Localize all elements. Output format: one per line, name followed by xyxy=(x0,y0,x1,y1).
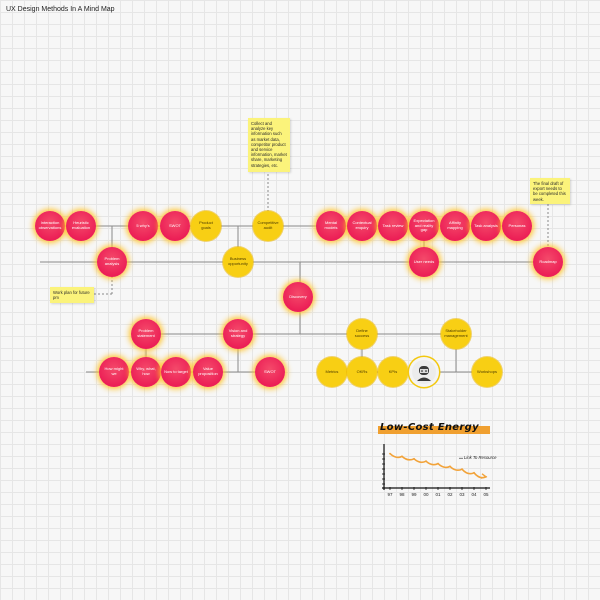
node-value-proposition[interactable]: Value proposition xyxy=(193,357,223,387)
chart-x-tick-label: 00 xyxy=(423,492,429,497)
chart-data-point xyxy=(461,468,463,471)
node-kpis[interactable]: KPIs xyxy=(378,357,408,387)
chart-data-point xyxy=(389,452,391,455)
node-mental-models[interactable]: Mental models xyxy=(316,211,346,241)
node-problem-statement[interactable]: Problem statement xyxy=(131,319,161,349)
chart-annotation: Link To Resource xyxy=(464,455,497,460)
chart-x-tick-label: 97 xyxy=(387,492,393,497)
node-contextual-enquiry[interactable]: Contextual enquiry xyxy=(347,211,377,241)
node-why-what-how[interactable]: Why, what, how xyxy=(131,357,161,387)
chart-x-tick-label: 02 xyxy=(447,492,453,497)
chart-arrow-head xyxy=(480,473,488,479)
node-define-success[interactable]: Define success xyxy=(347,319,377,349)
node-swot-bottom[interactable]: SWOT xyxy=(255,357,285,387)
chart-data-point xyxy=(473,471,475,474)
node-roadmap[interactable]: Roadmap xyxy=(533,247,563,277)
chart-plot: 97 98 99 00 01 02 03 04 05 Link To Resource xyxy=(382,444,497,497)
node-how-might-we[interactable]: How might we xyxy=(99,357,129,387)
chart-x-tick-label: 98 xyxy=(399,492,405,497)
node-discovery[interactable]: Discovery xyxy=(283,282,313,312)
node-avatar[interactable] xyxy=(409,357,439,387)
node-metrics[interactable]: Metrics xyxy=(317,357,347,387)
node-heuristic-evaluation[interactable]: Heuristic evaluation xyxy=(66,211,96,241)
node-problem-analysis[interactable]: Problem analysis xyxy=(97,247,127,277)
node-user-needs[interactable]: User needs xyxy=(409,247,439,277)
node-affinity-mapping[interactable]: Affinity mapping xyxy=(440,211,470,241)
chart-data-point xyxy=(449,465,451,468)
node-stakeholder-management[interactable]: Stakeholder management xyxy=(441,319,471,349)
node-5-whys[interactable]: 5 why's xyxy=(128,211,158,241)
avatar-icon xyxy=(412,360,436,384)
page-title: UX Design Methods In A Mind Map xyxy=(6,6,115,13)
chart-data-point xyxy=(413,457,415,460)
node-product-goals[interactable]: Product goals xyxy=(191,211,221,241)
chart-x-tick-label: 03 xyxy=(459,492,465,497)
node-swot-top[interactable]: SWOT xyxy=(160,211,190,241)
chart-x-tick-label: 01 xyxy=(435,492,441,497)
chart-x-tick-label: 04 xyxy=(471,492,477,497)
chart-x-tick-label: 05 xyxy=(483,492,489,497)
chart-data-point xyxy=(401,455,403,458)
node-competitive-audit[interactable]: Competitive audit xyxy=(253,211,283,241)
node-task-review[interactable]: Task review xyxy=(378,211,408,241)
node-task-analysis[interactable]: Task analysis xyxy=(471,211,501,241)
chart-data-point xyxy=(437,462,439,465)
node-interaction-observations[interactable]: Interaction observations xyxy=(35,211,65,241)
chart-data-point xyxy=(425,460,427,463)
chart-title-highlight xyxy=(378,426,490,434)
node-vision-strategy[interactable]: Vision and strategy xyxy=(223,319,253,349)
sticky-note-problem-analysis[interactable]: Work plan for future pm xyxy=(50,287,94,303)
node-expectation-reality-gap[interactable]: Expectation and reality gap xyxy=(409,211,439,241)
node-workshops[interactable]: Workshops xyxy=(472,357,502,387)
chart-title: Low-Cost Energy xyxy=(380,422,479,433)
node-business-opportunity[interactable]: Business opportunity xyxy=(223,247,253,277)
chart-x-tick-label: 99 xyxy=(411,492,417,497)
sticky-note-competitive-audit[interactable]: Collect and analyze key information such… xyxy=(248,118,290,172)
node-now-to-target[interactable]: Now to target xyxy=(161,357,191,387)
low-cost-energy-chart[interactable]: Low-Cost Energy 97 98 99 00 01 02 03 04 05 Link T… xyxy=(372,418,502,500)
node-okrs[interactable]: OKRs xyxy=(347,357,377,387)
node-personas[interactable]: Personas xyxy=(502,211,532,241)
sticky-note-roadmap[interactable]: The final draft of export needs to be co… xyxy=(530,178,570,204)
